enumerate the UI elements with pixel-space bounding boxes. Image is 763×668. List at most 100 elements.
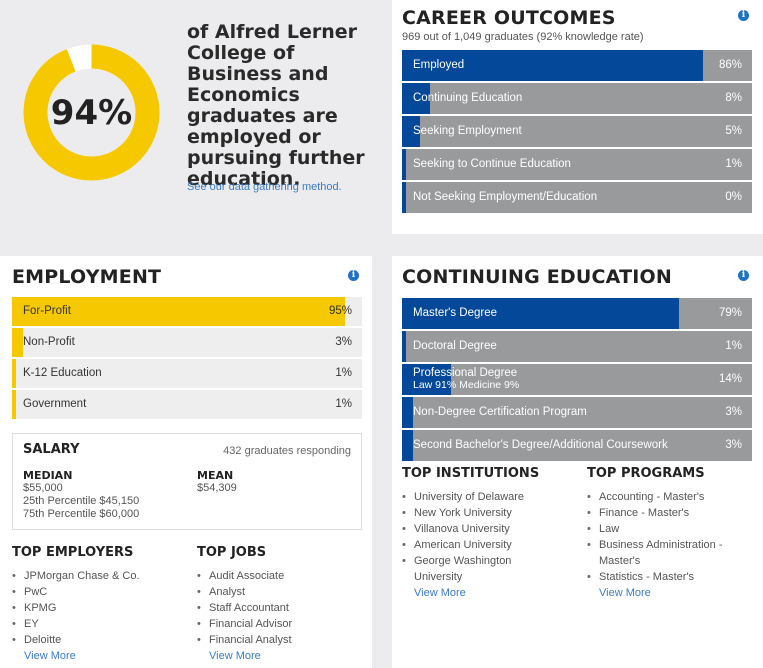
list-item: Financial Advisor [197, 616, 292, 632]
info-icon[interactable]: i [738, 270, 749, 281]
bar-row: Seeking Employment 5% [402, 116, 752, 147]
bar-percent: 1% [725, 158, 742, 170]
intro-headline: of Alfred Lerner College of Business and… [187, 21, 365, 190]
top-employers-list: JPMorgan Chase & Co. PwC KPMG EY Deloitt… [12, 568, 140, 664]
bar-label: For-Profit [23, 305, 71, 317]
list-item: Staff Accountant [197, 600, 292, 616]
bar-label: Doctoral Degree [413, 340, 497, 352]
continuing-education-panel: CONTINUING EDUCATION i Master's Degree 79… [392, 256, 763, 668]
bar-row: Not Seeking Employment/Education 0% [402, 182, 752, 213]
mean-label: MEAN [197, 469, 234, 482]
top-jobs-list: Audit Associate Analyst Staff Accountant… [197, 568, 292, 664]
bar-label-sub: Law 91% Medicine 9% [413, 379, 520, 391]
top-employers-view-more[interactable]: View More [24, 650, 76, 662]
career-outcomes-panel: CAREER OUTCOMES i 969 out of 1,049 gradu… [392, 0, 763, 234]
list-item: Accounting - Master's [587, 489, 747, 505]
bar-percent: 14% [718, 373, 742, 385]
bar-percent: 5% [725, 125, 742, 137]
bar-percent: 3% [725, 439, 742, 451]
list-item: Finance - Master's [587, 505, 747, 521]
bar-row: Non-Profit 3% [12, 328, 362, 357]
p25-value: 25th Percentile $45,150 [23, 495, 140, 507]
bar-label: Seeking to Continue Education [413, 158, 571, 170]
list-item: PwC [12, 584, 140, 600]
bar-percent: 0% [725, 191, 742, 203]
intro-section: 94% of Alfred Lerner College of Business… [0, 0, 384, 232]
bar-label: Not Seeking Employment/Education [413, 191, 598, 203]
bar-fill [12, 390, 16, 419]
bar-percent: 8% [725, 92, 742, 104]
top-institutions-title: TOP INSTITUTIONS [402, 466, 540, 481]
list-item: Law [587, 521, 747, 537]
bar-label: Non-Profit [23, 336, 75, 348]
list-item: KPMG [12, 600, 140, 616]
donut-percent: 94% [50, 92, 133, 133]
list-item: Villanova University [402, 521, 572, 537]
bar-label: Seeking Employment [413, 125, 522, 137]
bar-label: Employed [413, 59, 465, 71]
bar-label: K-12 Education [23, 367, 102, 379]
list-item: Audit Associate [197, 568, 292, 584]
top-jobs-view-more[interactable]: View More [209, 650, 261, 662]
bar-percent: 1% [725, 340, 742, 352]
bar-label: Government [23, 398, 87, 410]
bar-fill [12, 328, 23, 357]
bar-percent: 1% [335, 398, 352, 410]
bar-fill [402, 430, 413, 461]
salary-title: SALARY [23, 442, 80, 457]
bar-fill [402, 116, 420, 147]
bar-row: Doctoral Degree 1% [402, 331, 752, 362]
list-item: JPMorgan Chase & Co. [12, 568, 140, 584]
bar-row: Non-Degree Certification Program 3% [402, 397, 752, 428]
bar-row: Professional Degree Law 91% Medicine 9% 14… [402, 364, 752, 395]
bar-row: K-12 Education 1% [12, 359, 362, 388]
bar-fill [12, 359, 16, 388]
bar-percent: 1% [335, 367, 352, 379]
bar-fill [402, 182, 406, 213]
median-value: $55,000 [23, 482, 63, 494]
salary-responding: 432 graduates responding [223, 445, 351, 457]
top-employers-title: TOP EMPLOYERS [12, 545, 134, 560]
bar-label: Master's Degree [413, 307, 498, 319]
continuing-education-title: CONTINUING EDUCATION [402, 266, 672, 288]
list-item: George Washington University [402, 553, 532, 585]
list-item: Financial Analyst [197, 632, 292, 648]
top-jobs-title: TOP JOBS [197, 545, 267, 560]
bar-row: For-Profit 95% [12, 297, 362, 326]
bar-percent: 3% [725, 406, 742, 418]
list-item: Analyst [197, 584, 292, 600]
salary-mean: MEAN $54,309 [197, 469, 237, 495]
bar-percent: 86% [718, 59, 742, 71]
p75-value: 75th Percentile $60,000 [23, 508, 140, 520]
bar-row: Government 1% [12, 390, 362, 419]
mean-value: $54,309 [197, 482, 237, 494]
list-item: Deloitte [12, 632, 140, 648]
bar-percent: 95% [328, 305, 352, 317]
bar-row: Second Bachelor's Degree/Additional Cour… [402, 430, 752, 461]
bar-fill [402, 83, 430, 114]
salary-median: MEDIAN $55,000 25th Percentile $45,150 7… [23, 469, 139, 521]
employment-panel: EMPLOYMENT i For-Profit 95% Non-Profit 3% K-… [0, 256, 372, 668]
info-icon[interactable]: i [738, 10, 749, 21]
list-item: Business Administration - Master's [587, 537, 737, 569]
bar-row: Continuing Education 8% [402, 83, 752, 114]
list-item: American University [402, 537, 572, 553]
info-icon[interactable]: i [348, 270, 359, 281]
median-label: MEDIAN [23, 469, 73, 482]
employment-bars: For-Profit 95% Non-Profit 3% K-12 Education 1… [12, 297, 362, 421]
continuing-bars: Master's Degree 79% Doctoral Degree 1% Profe… [402, 298, 752, 463]
top-programs-list: Accounting - Master's Finance - Master's… [587, 489, 747, 601]
top-programs-title: TOP PROGRAMS [587, 466, 705, 481]
bar-fill [12, 297, 345, 326]
bar-fill [402, 364, 451, 395]
career-outcomes-subtitle: 969 out of 1,049 graduates (92% knowledg… [402, 31, 644, 43]
bar-row: Seeking to Continue Education 1% [402, 149, 752, 180]
data-method-link[interactable]: See our data gathering method. [187, 181, 342, 193]
list-item: Statistics - Master's [587, 569, 747, 585]
bar-label: Second Bachelor's Degree/Additional Cour… [413, 439, 668, 451]
knowledge-donut-chart [23, 44, 160, 181]
donut-arc [23, 44, 160, 181]
bar-label-main: Professional Degree [413, 367, 518, 379]
top-programs-view-more[interactable]: View More [599, 587, 651, 599]
top-institutions-view-more[interactable]: View More [414, 587, 466, 599]
